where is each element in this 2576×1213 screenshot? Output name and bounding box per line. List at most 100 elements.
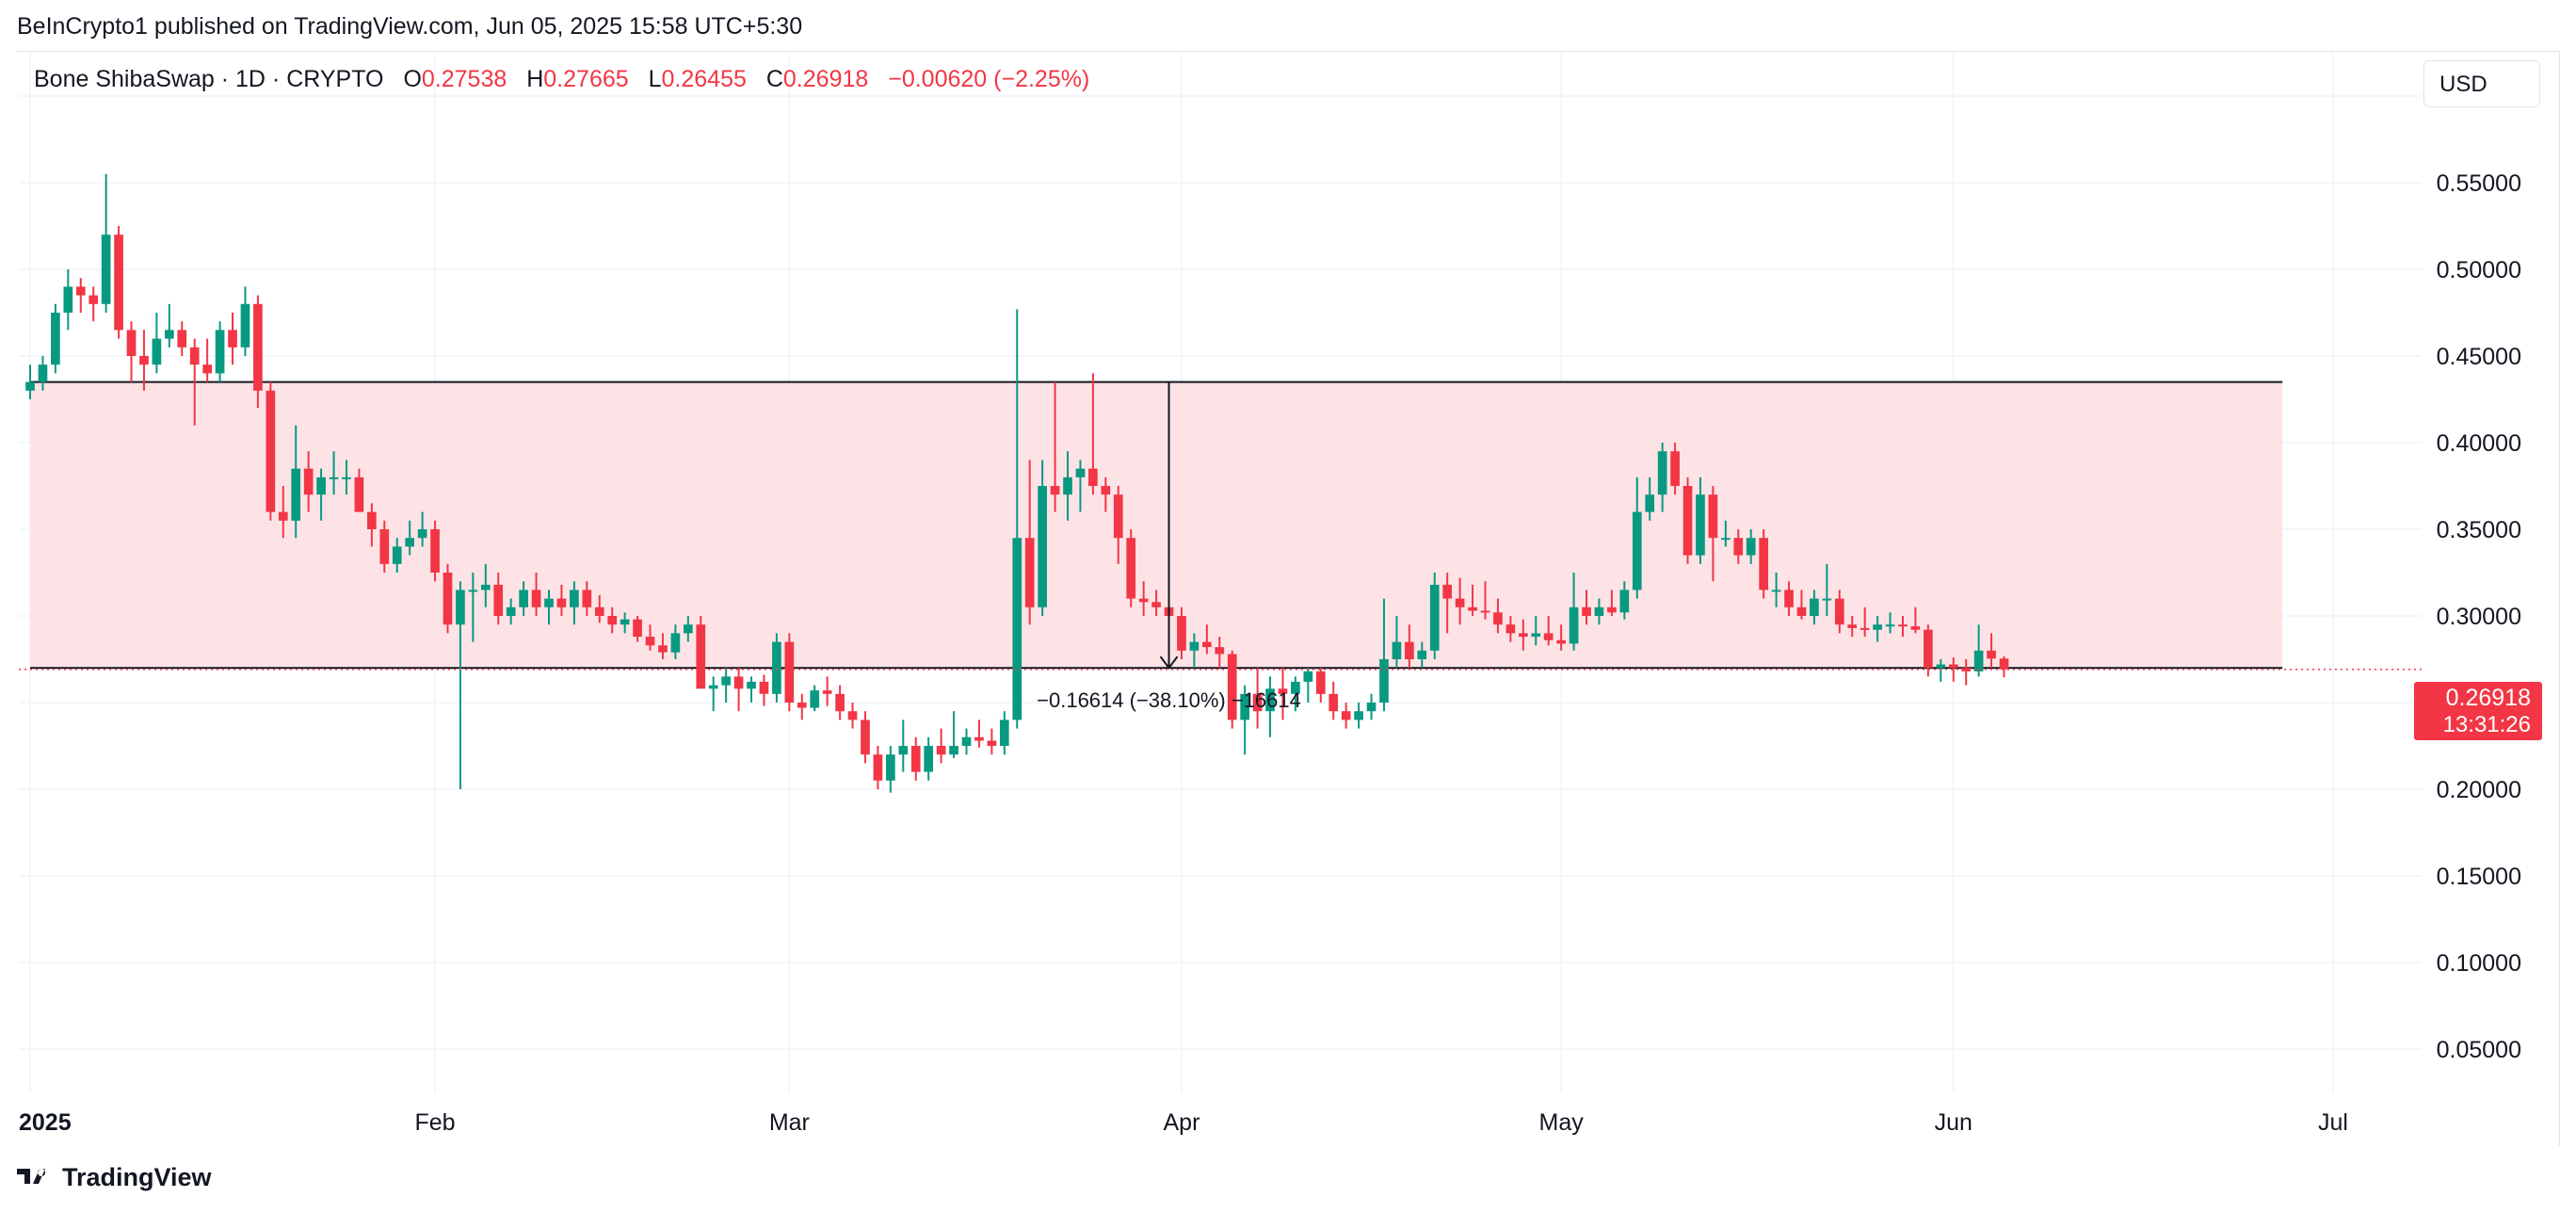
candle (253, 295, 263, 409)
candle (1556, 624, 1566, 651)
candle-body (1973, 650, 1984, 671)
candle-body (570, 590, 579, 607)
change-value: −0.00620 (−2.25%) (888, 66, 1090, 92)
candle-body (670, 633, 681, 653)
candle (544, 590, 554, 625)
candle (1910, 606, 1921, 634)
candle (1493, 598, 1503, 634)
candle-body (1012, 538, 1022, 720)
y-tick-label: 0.40000 (2437, 430, 2521, 457)
candle-body (772, 641, 781, 694)
candle-body (861, 720, 870, 755)
candle-body (987, 740, 997, 746)
candle-body (1341, 711, 1351, 720)
y-tick-label: 0.05000 (2437, 1037, 2521, 1063)
candle (898, 720, 909, 772)
candle-body (443, 573, 453, 625)
candle (1215, 637, 1225, 669)
x-tick-label: Feb (415, 1109, 456, 1136)
candle (164, 303, 174, 348)
y-tick-label: 0.15000 (2437, 864, 2521, 890)
measure-arrowhead (1159, 655, 1179, 670)
candle (835, 685, 845, 720)
candle-body (139, 356, 149, 365)
candle (1987, 633, 1996, 669)
candle-body (152, 338, 162, 365)
currency-button[interactable]: USD (2423, 60, 2540, 107)
candle (1202, 624, 1212, 655)
candle-body (1822, 598, 1832, 601)
candle-body (51, 313, 60, 365)
candle (886, 746, 895, 793)
candle-body (240, 303, 250, 348)
candle-body (1924, 629, 1933, 669)
candle-body (594, 606, 604, 616)
candle (582, 581, 592, 616)
candle-body (1227, 654, 1237, 720)
candle (329, 451, 339, 495)
candle (987, 728, 997, 755)
candle-body (1379, 659, 1389, 703)
candle (342, 460, 351, 495)
candle (1101, 477, 1111, 512)
candle (1594, 598, 1604, 625)
candle-body (1582, 606, 1591, 616)
candle-body (291, 468, 301, 521)
candle-body (1215, 647, 1225, 655)
candle-body (493, 584, 504, 616)
candle-body (215, 330, 225, 374)
chart-frame (17, 51, 2560, 1146)
tradingview-brand[interactable]: TradingView (17, 1163, 212, 1193)
candle-body (1810, 598, 1819, 616)
x-tick-label: May (1539, 1109, 1585, 1136)
candle-body (924, 746, 934, 772)
symbol-title[interactable]: Bone ShibaSwap · 1D · CRYPTO (34, 66, 384, 92)
candle-body (1177, 616, 1186, 651)
candle (607, 606, 618, 634)
candle-body (1518, 633, 1528, 638)
candle-body (607, 616, 618, 625)
candle (101, 173, 111, 313)
candle-body (266, 390, 276, 512)
candle-body (63, 286, 73, 313)
y-tick-label: 0.50000 (2437, 257, 2521, 283)
candle-body (342, 477, 351, 479)
candle (924, 736, 934, 781)
candle-body (1417, 650, 1427, 659)
candle (1885, 612, 1895, 634)
candle (506, 598, 516, 625)
candle (1961, 659, 1972, 686)
candle (1733, 529, 1744, 564)
candle (594, 594, 604, 623)
time-axis[interactable]: 2025 Feb Mar Apr May Jun Jul (19, 1109, 2348, 1136)
candle (240, 286, 250, 356)
candle-body (1101, 486, 1111, 495)
candle-body (1366, 703, 1377, 712)
candle-body (1063, 477, 1072, 495)
close-label: C (765, 66, 783, 92)
candle-body (1354, 711, 1363, 720)
candle-body (1645, 494, 1655, 512)
candle (303, 451, 314, 512)
candle-body (367, 511, 377, 529)
candle-body (1480, 610, 1490, 613)
candle (784, 633, 795, 712)
price-axis[interactable]: 0.600000.550000.500000.450000.400000.350… (2437, 84, 2521, 1063)
candle (1050, 381, 1060, 512)
candle-body (747, 681, 756, 689)
candle (936, 728, 946, 764)
high-label: H (526, 66, 544, 92)
low-value: 0.26455 (661, 66, 747, 92)
candle-body (949, 746, 958, 755)
candle (1721, 520, 1731, 547)
candle (910, 736, 921, 781)
candle-body (1999, 658, 2009, 670)
candle (961, 728, 972, 755)
candle-body (1784, 590, 1794, 607)
candle (696, 616, 706, 689)
candle (1657, 443, 1667, 512)
candle-body (1151, 602, 1161, 607)
candle-body (1024, 538, 1035, 607)
candle (1696, 477, 1705, 564)
